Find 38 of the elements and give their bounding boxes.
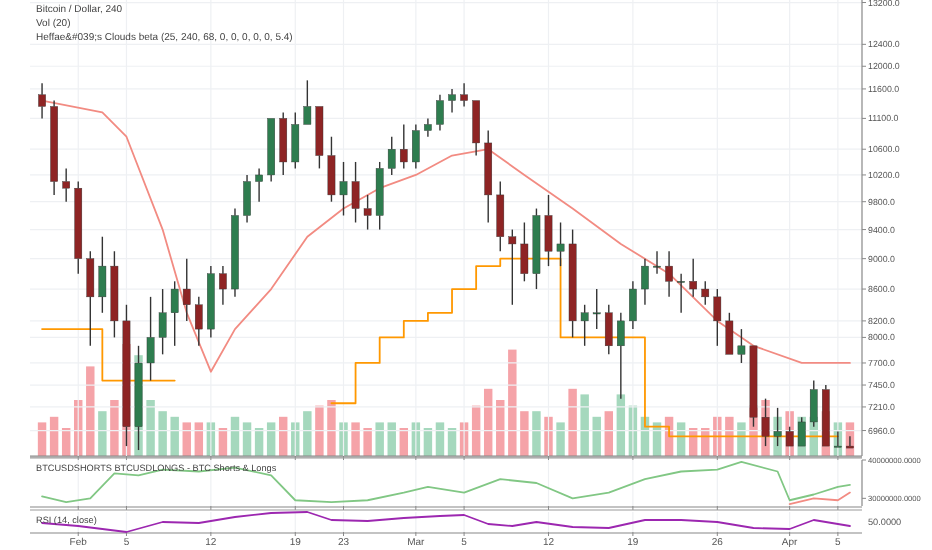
candlestick — [231, 207, 239, 298]
candlestick — [677, 272, 685, 314]
candlestick — [38, 82, 46, 120]
candlestick — [460, 82, 468, 108]
candlestick — [641, 257, 649, 306]
bar — [266, 422, 276, 456]
candlestick — [412, 123, 420, 170]
bar — [98, 411, 107, 456]
bar — [556, 422, 565, 456]
candlestick — [653, 250, 661, 275]
candlestick — [219, 265, 227, 306]
candlestick — [243, 174, 251, 224]
bar — [532, 411, 541, 456]
bar — [604, 411, 613, 456]
bar — [339, 422, 348, 456]
bar — [568, 388, 577, 456]
bar — [242, 422, 252, 456]
candlestick — [665, 250, 673, 298]
candlestick — [689, 257, 697, 298]
candlestick — [436, 94, 444, 132]
candlestick — [255, 167, 263, 203]
bar — [737, 422, 746, 456]
bar — [194, 422, 204, 456]
bar — [580, 394, 589, 456]
candlestick — [207, 265, 215, 339]
bar — [86, 366, 95, 456]
candlestick — [448, 88, 456, 114]
candlestick — [62, 167, 70, 203]
candlestick — [629, 280, 637, 330]
bar — [303, 411, 312, 456]
bar — [37, 422, 47, 456]
bar — [375, 422, 384, 456]
bar — [387, 422, 396, 456]
candlestick — [424, 117, 432, 138]
candlestick — [50, 99, 58, 196]
bar — [435, 422, 445, 456]
bar — [182, 422, 191, 456]
candlestick — [194, 296, 203, 347]
